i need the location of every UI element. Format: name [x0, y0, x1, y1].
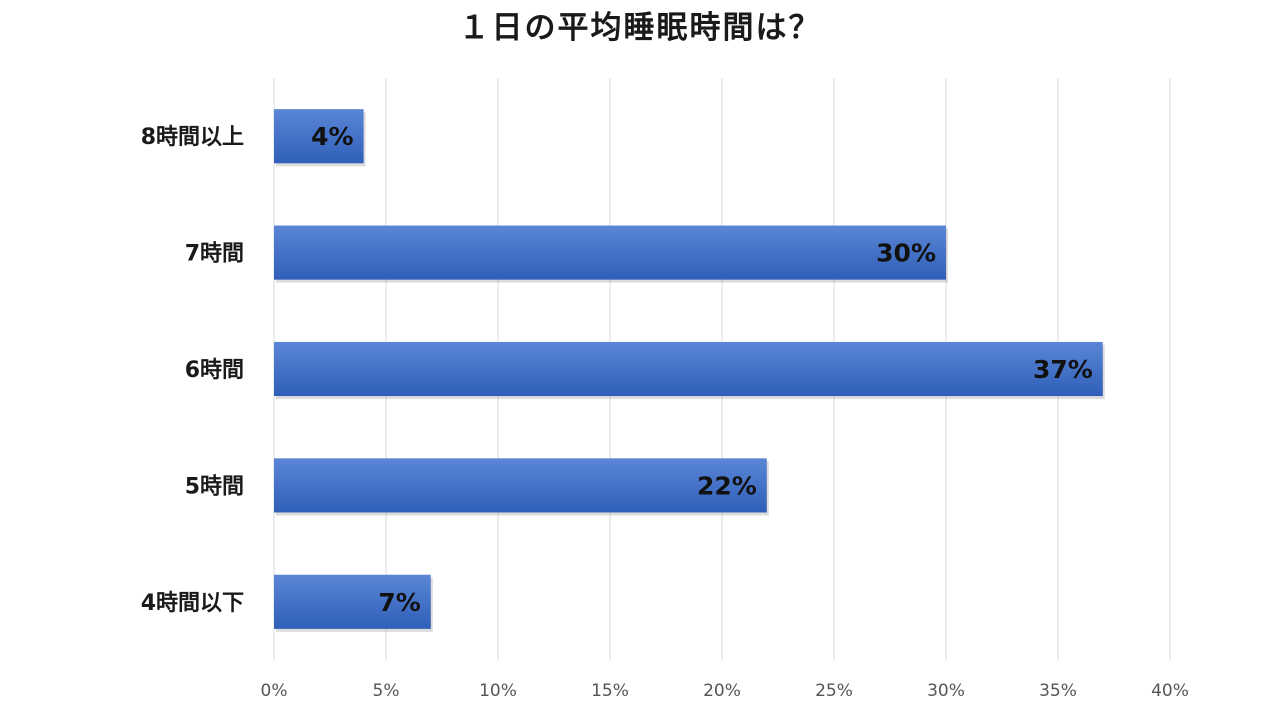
x-tick-label: 40% — [1151, 681, 1189, 701]
labels: 0% 5% 10% 15% 20% 25% 30% 35% 40% 8時間以上 4% 7時間 30% 6時… — [141, 122, 1189, 701]
data-label: 22% — [697, 471, 757, 500]
x-tick-label: 35% — [1039, 681, 1077, 701]
x-tick-label: 30% — [927, 681, 965, 701]
category-label: 8時間以上 — [141, 125, 244, 150]
chart-title: １日の平均睡眠時間は？ — [458, 10, 822, 46]
x-tick-label: 0% — [261, 681, 288, 701]
data-label: 7% — [378, 588, 420, 617]
bar — [274, 574, 431, 629]
x-tick-label: 20% — [703, 681, 741, 701]
x-tick-label: 10% — [479, 681, 517, 701]
bars — [274, 109, 1105, 632]
category-label: 4時間以下 — [141, 591, 244, 616]
bar — [274, 341, 1103, 397]
x-tick-label: 25% — [815, 681, 853, 701]
bar — [274, 109, 364, 164]
data-label: 30% — [876, 239, 936, 268]
data-label: 4% — [311, 122, 353, 151]
category-label: 6時間 — [185, 358, 244, 383]
data-label: 37% — [1033, 355, 1093, 384]
category-label: 7時間 — [185, 242, 244, 267]
x-tick-label: 5% — [373, 681, 400, 701]
x-tick-label: 15% — [591, 681, 629, 701]
bar — [274, 458, 767, 513]
category-label: 5時間 — [185, 474, 244, 499]
bar — [274, 225, 946, 280]
